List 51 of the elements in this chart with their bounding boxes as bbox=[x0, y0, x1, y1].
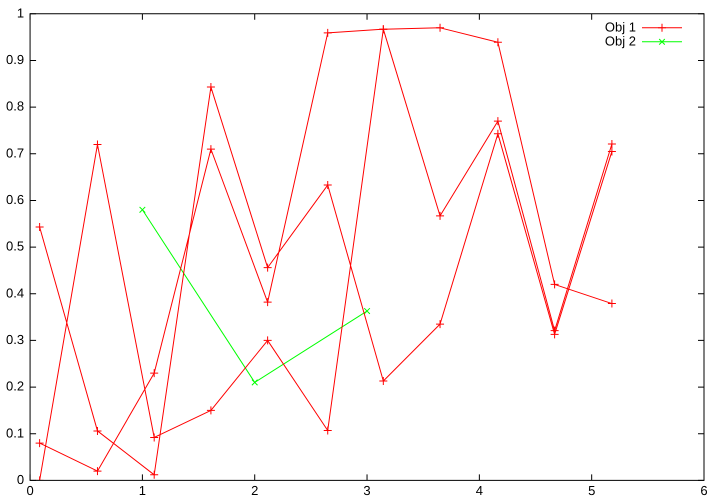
point bbox=[607, 299, 616, 308]
y-tick-label: 0.5 bbox=[6, 238, 24, 254]
x-tick-label: 2 bbox=[251, 482, 258, 498]
point bbox=[436, 23, 445, 32]
legend-label: Obj 2 bbox=[604, 33, 636, 48]
y-tick-label: 0.7 bbox=[6, 145, 24, 160]
y-tick-label: 0.1 bbox=[6, 425, 24, 440]
x-tick-label: 4 bbox=[476, 482, 483, 498]
point bbox=[263, 263, 272, 272]
point bbox=[35, 438, 44, 448]
x-tick-label: 6 bbox=[700, 482, 708, 498]
y-tick-label: 1 bbox=[16, 5, 24, 20]
point bbox=[92, 426, 102, 436]
point bbox=[206, 144, 216, 154]
point bbox=[92, 140, 102, 149]
y-tick-label: 0.6 bbox=[6, 192, 24, 208]
y-tick-label: 0.4 bbox=[6, 285, 24, 300]
point bbox=[323, 426, 332, 435]
point bbox=[150, 368, 159, 378]
point bbox=[35, 222, 44, 232]
point bbox=[323, 28, 332, 38]
x-tick-label: 0 bbox=[26, 482, 34, 498]
point bbox=[263, 298, 272, 307]
point bbox=[493, 129, 502, 138]
point bbox=[493, 116, 502, 126]
x-tick-label: 5 bbox=[588, 482, 596, 498]
point bbox=[263, 336, 272, 345]
y-tick-label: 0 bbox=[16, 472, 24, 487]
y-tick-label: 0.3 bbox=[6, 332, 24, 347]
point bbox=[92, 466, 102, 476]
point bbox=[150, 470, 159, 480]
x-tick-label: 3 bbox=[363, 482, 371, 498]
point bbox=[607, 146, 616, 156]
point bbox=[378, 376, 388, 386]
point bbox=[206, 406, 216, 415]
point bbox=[150, 432, 159, 442]
legend-label: Obj 1 bbox=[604, 19, 636, 34]
point bbox=[493, 38, 502, 47]
y-tick-label: 0.9 bbox=[6, 52, 24, 68]
point bbox=[436, 320, 445, 329]
x-tick-label: 1 bbox=[138, 482, 146, 498]
point bbox=[206, 82, 216, 92]
point bbox=[364, 308, 370, 314]
point bbox=[436, 211, 445, 220]
point bbox=[323, 180, 332, 190]
y-tick-label: 0.2 bbox=[6, 378, 24, 394]
y-tick-label: 0.8 bbox=[6, 98, 24, 114]
point bbox=[607, 139, 616, 148]
point bbox=[251, 379, 258, 386]
point bbox=[139, 206, 146, 214]
point bbox=[550, 280, 560, 289]
